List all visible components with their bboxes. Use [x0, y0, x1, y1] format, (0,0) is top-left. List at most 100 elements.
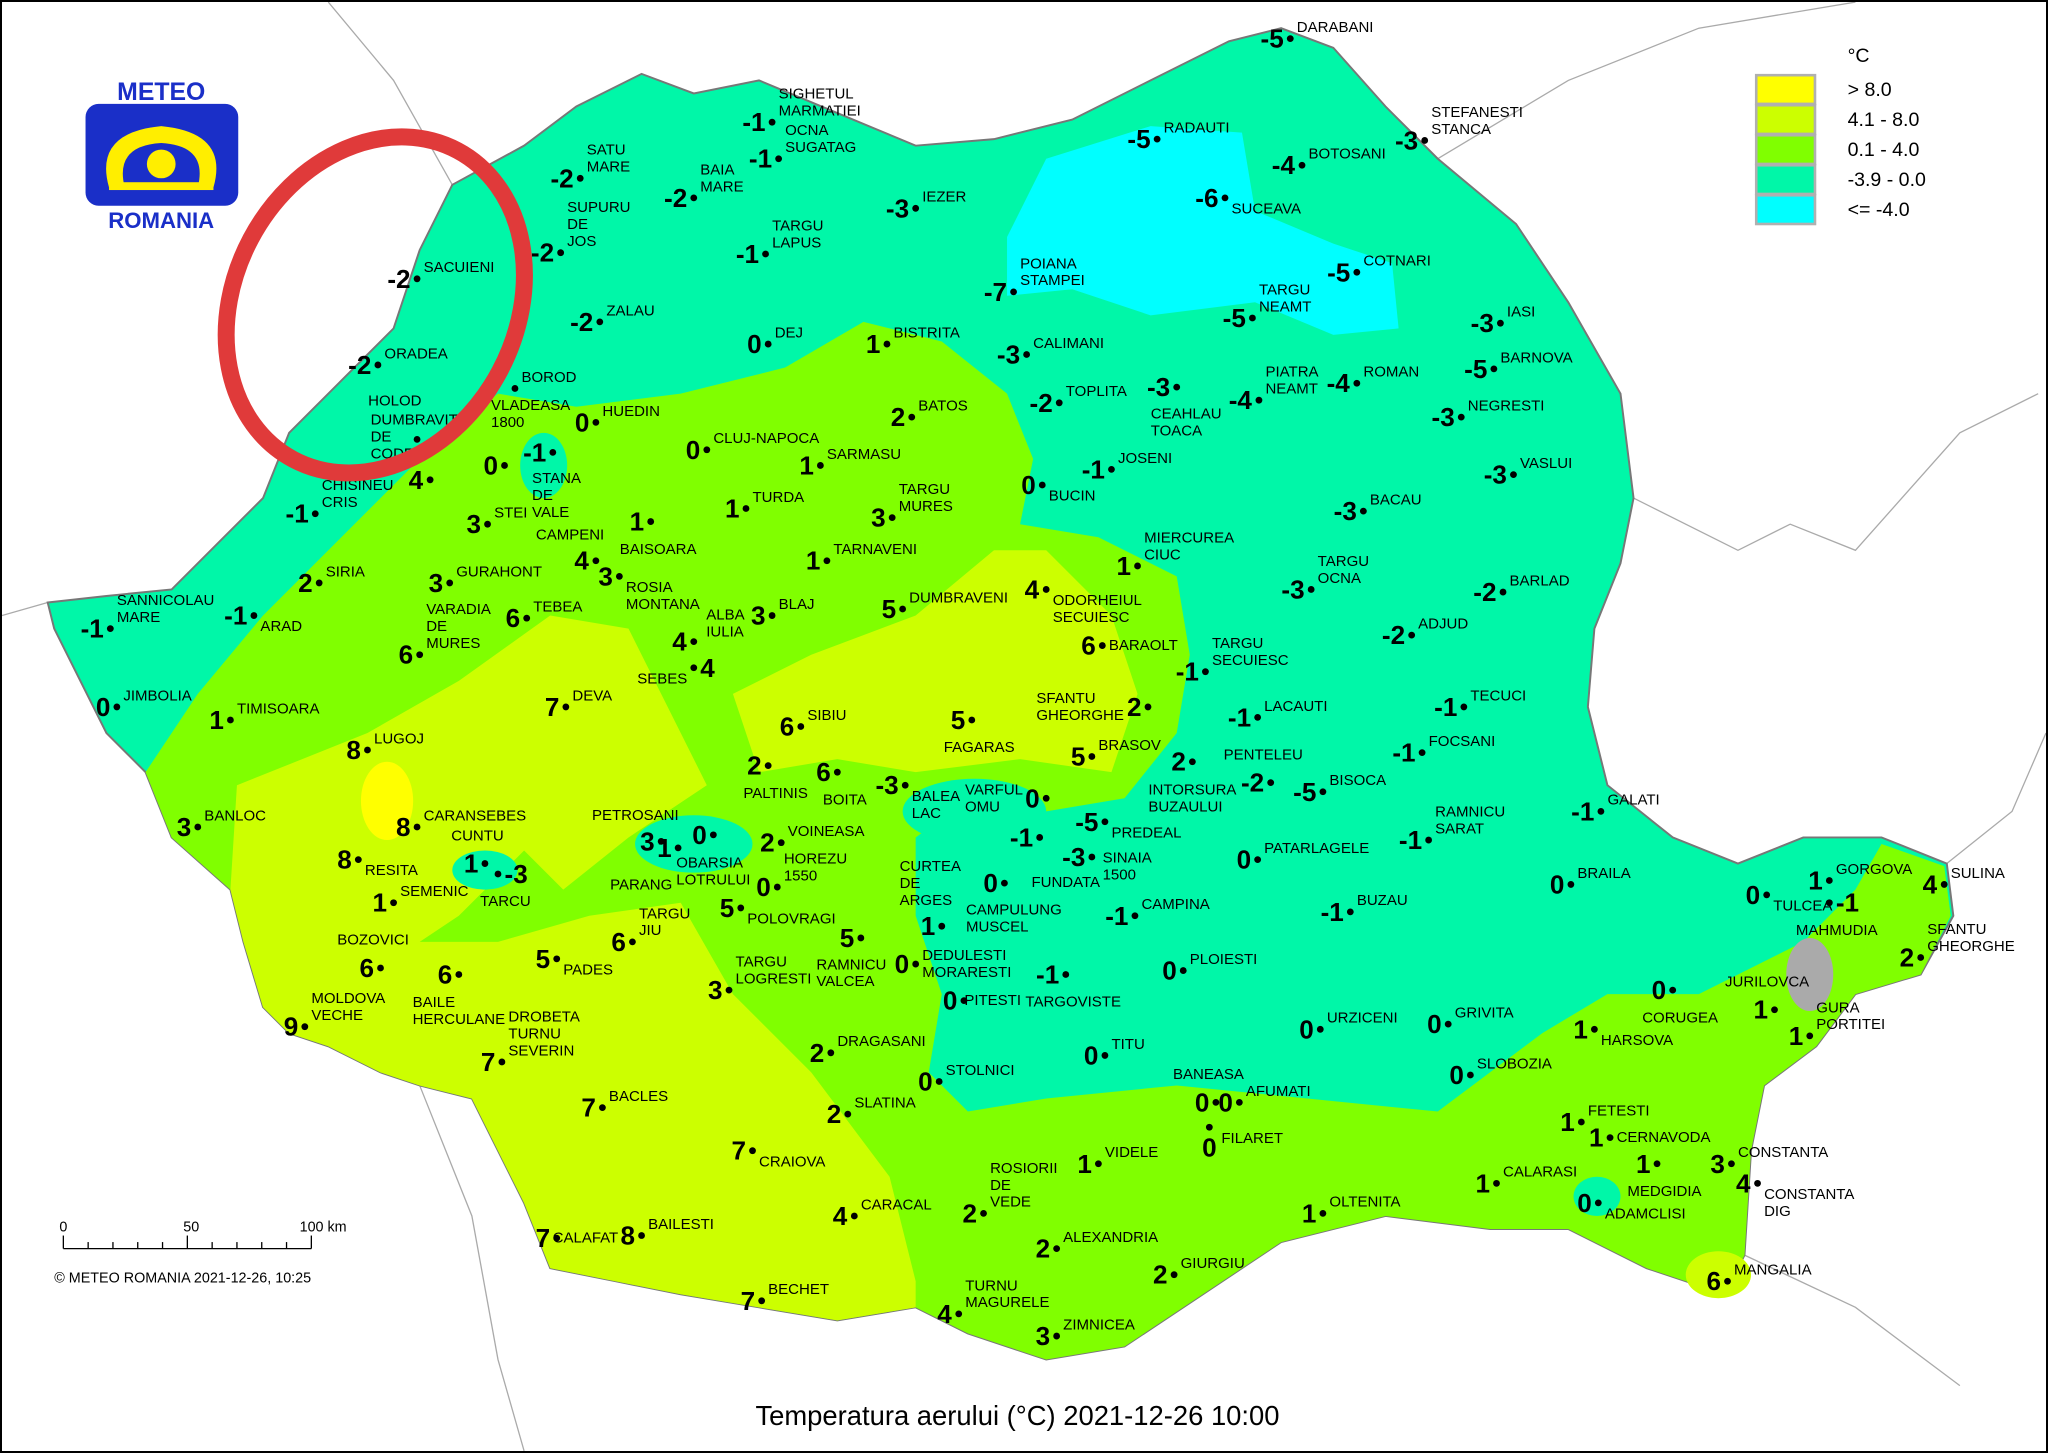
station[interactable]: NEGRESTI -3 — [1432, 398, 1545, 433]
station[interactable]: MIERCUREA CIUC 1 — [1117, 529, 1235, 581]
station[interactable]: ROSIA MONTANA 3 — [598, 561, 699, 613]
station[interactable]: CERNAVODA 1 — [1589, 1123, 1710, 1153]
station[interactable]: BUCIN 0 — [1021, 470, 1095, 505]
station[interactable]: BARAOLT 6 — [1081, 631, 1177, 661]
station[interactable]: TOPLITA -2 — [1030, 383, 1127, 418]
station[interactable]: TURDA 1 — [725, 489, 804, 524]
station[interactable]: BARLAD -2 — [1473, 572, 1569, 607]
station[interactable]: BAISOARA 1 — [620, 507, 697, 558]
station[interactable]: FOCSANI -1 — [1392, 733, 1495, 768]
station[interactable]: MANGALIA 6 — [1706, 1262, 1811, 1297]
station[interactable]: MEDGIDIA 1 — [1627, 1149, 1701, 1200]
station[interactable]: BANEASA 0 — [1173, 1066, 1244, 1117]
station[interactable]: RADAUTI -5 — [1127, 120, 1229, 155]
station[interactable]: ROSIORII DE VEDE 2 — [962, 1160, 1057, 1229]
station[interactable]: BISOCA -5 — [1293, 772, 1386, 807]
station[interactable]: PETROSANI 3 — [592, 807, 679, 856]
station[interactable]: ALEXANDRIA 2 — [1036, 1229, 1159, 1264]
station[interactable]: SEBES 4 — [637, 653, 715, 688]
station[interactable]: INTORSURA BUZAULUI 2 — [1148, 747, 1236, 816]
station[interactable]: HOREZU 1550 0 — [756, 850, 847, 902]
station[interactable]: AFUMATI 0 — [1218, 1083, 1310, 1118]
station[interactable]: ZALAU -2 — [570, 302, 655, 337]
station[interactable]: PLOIESTI 0 — [1162, 951, 1257, 986]
station[interactable]: ARAD -1 — [224, 601, 302, 636]
station[interactable]: TARGU MURES 3 — [871, 481, 953, 533]
station[interactable]: CAMPENI 4 — [536, 526, 604, 575]
station[interactable]: JIMBOLIA 0 — [96, 687, 192, 722]
station[interactable]: CRAIOVA 7 — [731, 1136, 825, 1171]
station[interactable]: SUPURU DE JOS -2 — [531, 199, 631, 268]
station[interactable]: TARGU LOGRESTI 3 — [708, 954, 811, 1006]
station[interactable]: BLAJ 3 — [751, 596, 814, 631]
station[interactable]: BISTRITA 1 — [866, 324, 960, 359]
station[interactable]: PADES 5 — [536, 944, 613, 979]
station[interactable]: BOTOSANI -4 — [1272, 146, 1386, 181]
station[interactable]: BALEA LAC -3 — [875, 770, 960, 822]
station[interactable]: VOINEASA 2 — [760, 823, 864, 858]
station[interactable]: ROMAN -4 — [1327, 364, 1420, 399]
station[interactable]: FUNDATA -1 — [1010, 822, 1100, 891]
station[interactable]: OLTENITA 1 — [1302, 1194, 1401, 1229]
station[interactable]: CEAHLAU TOACA-3 — [1147, 372, 1222, 439]
station[interactable]: HUEDIN 0 — [575, 403, 660, 438]
station[interactable]: DEDULESTI MORARESTI 0 — [895, 947, 1012, 981]
station[interactable]: TARNAVENI 1 — [806, 541, 917, 576]
station[interactable]: SIBIU 6 — [780, 707, 847, 742]
station[interactable]: CORUGEA 0 — [1642, 975, 1718, 1026]
station[interactable]: MAHMUDIA -1 — [1796, 888, 1878, 939]
station[interactable]: BECHET 7 — [741, 1281, 829, 1316]
station[interactable]: TARGU NEAMT -5 — [1223, 281, 1312, 333]
station[interactable]: PALTINIS 2 — [743, 751, 807, 802]
station[interactable]: PIATRA NEAMT -4 — [1229, 364, 1319, 416]
station[interactable]: TIMISOARA 1 — [209, 700, 319, 735]
station[interactable]: FETESTI 1 — [1560, 1102, 1649, 1137]
station[interactable]: PENTELEU -2 — [1224, 746, 1303, 797]
station[interactable]: HOLOD — [368, 392, 422, 443]
station[interactable]: SINAIA 1500 -3 — [1062, 842, 1152, 883]
station[interactable]: TARGU SECUIESC -1 — [1176, 635, 1289, 687]
station[interactable]: CARANSEBES 8 — [396, 807, 526, 842]
station[interactable]: ORADEA -2 — [348, 345, 448, 380]
station[interactable]: LACAUTI -1 — [1228, 698, 1328, 733]
station[interactable]: POLOVRAGI 5 — [720, 893, 836, 928]
station[interactable]: STOLNICI 0 — [918, 1062, 1014, 1097]
station[interactable]: BAIA MARE -2 — [664, 161, 744, 213]
station[interactable]: CLUJ-NAPOCA 0 — [686, 430, 819, 465]
station[interactable]: PATARLAGELE 0 — [1237, 840, 1370, 875]
station[interactable]: STEI 3 — [467, 505, 528, 540]
station[interactable]: TARGU OCNA -3 — [1281, 553, 1369, 605]
station[interactable]: FAGARAS 5 — [944, 705, 1015, 756]
station[interactable]: OCNA SUGATAG -1 — [749, 122, 856, 174]
station[interactable]: POIANA STAMPEI -7 — [984, 255, 1085, 307]
station[interactable]: PREDEAL -5 — [1075, 807, 1181, 842]
station[interactable]: PARANG 1 — [610, 833, 682, 893]
station[interactable]: STEFANESTI STANCA -3 — [1395, 104, 1523, 156]
station[interactable]: BANLOC 3 — [177, 807, 266, 842]
station[interactable]: DEVA 7 — [545, 687, 612, 722]
station[interactable]: OBARSIA LOTRULUI 0 — [676, 820, 750, 889]
station[interactable]: SANNICOLAU MARE -1 — [81, 592, 215, 644]
station[interactable]: VARADIA DE MURES 6 — [399, 601, 491, 670]
station[interactable]: BACAU -3 — [1334, 492, 1422, 527]
station[interactable]: LUGOJ 8 — [346, 730, 424, 765]
station[interactable]: VIDELE 1 — [1077, 1144, 1158, 1179]
station[interactable]: CONSTANTA DIG 4 — [1736, 1168, 1854, 1220]
station[interactable]: COTNARI -5 — [1327, 253, 1431, 288]
station[interactable]: SIGHETUL MARMATIEI -1 — [742, 86, 860, 138]
station[interactable]: BUZAU -1 — [1321, 892, 1408, 927]
station[interactable]: SACUIENI -2 — [387, 259, 494, 294]
station[interactable]: TITU 0 — [1084, 1036, 1145, 1071]
station[interactable]: VARFUL OMU 0 — [965, 781, 1050, 815]
station[interactable]: VLADEASA 1800 -1 — [491, 397, 570, 467]
station[interactable]: BRASOV 5 — [1071, 737, 1161, 772]
station[interactable]: JURILOVCA 1 — [1725, 973, 1809, 1024]
station[interactable]: TEBEA 6 — [506, 599, 583, 634]
station[interactable]: CALARASI 1 — [1475, 1164, 1577, 1199]
station[interactable]: DEJ 0 — [747, 324, 803, 359]
station[interactable]: SARMASU 1 — [799, 446, 901, 481]
